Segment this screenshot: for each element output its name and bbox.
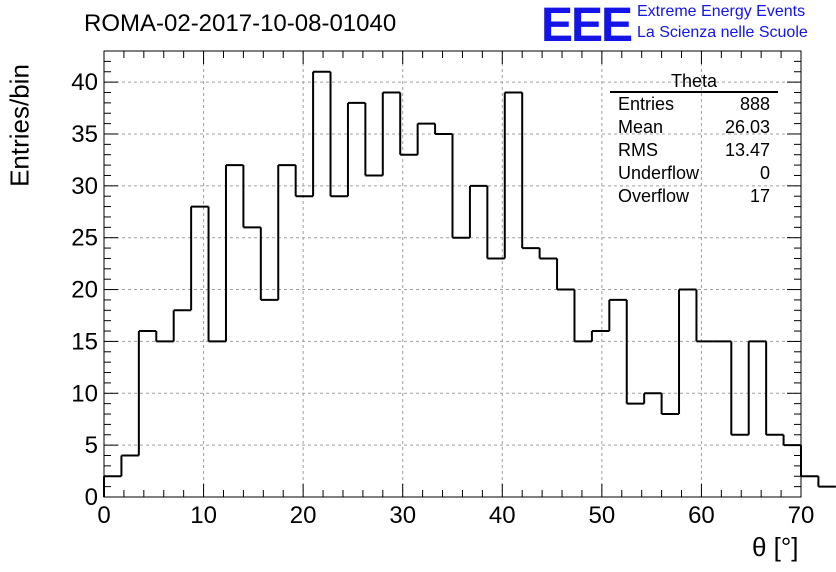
- x-tick-label: 20: [290, 502, 317, 529]
- stats-label: RMS: [618, 140, 658, 160]
- y-tick-label: 20: [71, 277, 98, 304]
- y-axis-label: Entries/bin: [4, 64, 35, 187]
- x-tick-label: 60: [688, 502, 715, 529]
- eee-logo-line2: La Scienza nelle Scuole: [637, 24, 808, 41]
- stats-label: Underflow: [618, 163, 700, 183]
- stats-row-underflow: Underflow 0: [610, 162, 778, 185]
- stats-value: 26.03: [724, 117, 770, 137]
- stats-box: Theta Entries 888 Mean 26.03 RMS 13.47 U…: [610, 71, 778, 208]
- stats-value: 888: [739, 94, 770, 114]
- y-tick-label: 25: [71, 225, 98, 252]
- x-tick-label: 30: [389, 502, 416, 529]
- stats-row-entries: Entries 888: [610, 93, 778, 116]
- y-tick-label: 10: [71, 380, 98, 407]
- stats-row-rms: RMS 13.47: [610, 139, 778, 162]
- y-tick-label: 15: [71, 328, 98, 355]
- stats-label: Mean: [618, 117, 664, 137]
- y-tick-label: 40: [71, 69, 98, 96]
- x-tick-label: 0: [97, 502, 110, 529]
- eee-logo-line1: Extreme Energy Events: [637, 3, 806, 20]
- chart-title: ROMA-02-2017-10-08-01040: [84, 10, 397, 37]
- stats-label: Entries: [618, 94, 675, 114]
- y-tick-label: 35: [71, 121, 98, 148]
- stats-label: Overflow: [618, 186, 690, 206]
- x-axis-label: θ [°]: [752, 532, 799, 562]
- y-tick-label: 30: [71, 173, 98, 200]
- y-tick-label: 5: [85, 432, 98, 459]
- y-tick-label: 0: [85, 484, 98, 511]
- x-tick-label: 40: [489, 502, 516, 529]
- stats-value: 0: [759, 163, 770, 183]
- eee-logo-mark: EEE: [541, 0, 633, 52]
- plot-frame: [103, 50, 802, 498]
- stats-title: Theta: [610, 71, 778, 93]
- x-tick-label: 50: [589, 502, 616, 529]
- stats-value: 13.47: [724, 140, 770, 160]
- x-tick-label: 10: [190, 502, 217, 529]
- stats-row-overflow: Overflow 17: [610, 185, 778, 208]
- stats-value: 17: [749, 186, 770, 206]
- x-tick-label: 70: [788, 502, 815, 529]
- stats-row-mean: Mean 26.03: [610, 116, 778, 139]
